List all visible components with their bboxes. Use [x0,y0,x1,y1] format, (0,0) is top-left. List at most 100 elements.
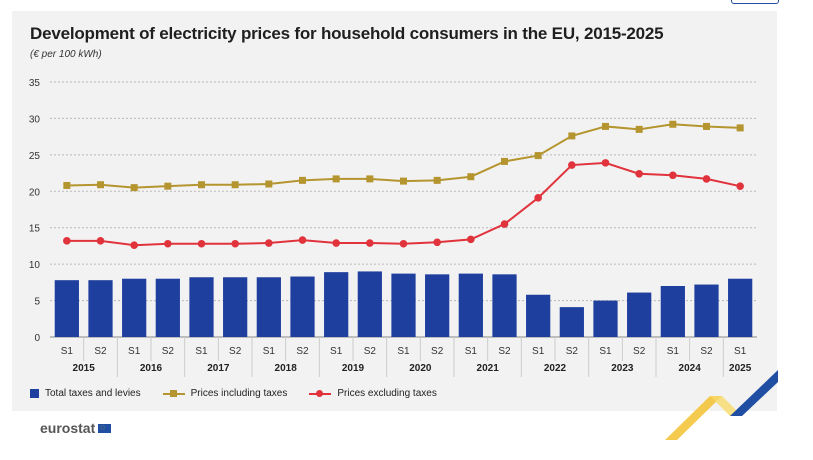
x-tick-label: S1 [465,346,478,357]
x-tick-label: S1 [667,346,680,357]
bar [458,273,483,337]
point [433,238,441,247]
x-tick-label: S2 [700,346,713,357]
y-tick-label: 20 [29,187,41,198]
year-label: 2016 [140,363,163,374]
bar [256,277,281,337]
y-tick-label: 30 [29,114,41,125]
year-label: 2023 [611,363,634,374]
point [332,239,340,247]
chart-panel [12,11,777,411]
point [433,176,441,184]
point [96,237,105,245]
point [500,220,509,228]
legend-label-excl: Prices excluding taxes [337,388,437,399]
point [231,239,239,248]
y-tick-label: 10 [29,260,41,271]
point [164,239,172,248]
x-tick-label: S1 [128,346,141,357]
point [736,182,744,190]
decorative-chevron-graphic [665,370,778,440]
chart-subtitle: (€ per 100 kWh) [30,49,102,60]
year-label: 2015 [73,363,96,374]
bar [290,276,315,337]
point [63,181,71,189]
x-tick-label: S2 [431,346,444,357]
bar [627,292,652,337]
x-tick-label: S2 [566,346,579,357]
chart-title: Development of electricity prices for ho… [30,24,664,43]
x-tick-label: S2 [94,346,107,357]
bar [357,271,382,337]
year-label: 2024 [679,363,702,374]
bar [189,277,214,337]
bar [593,300,618,337]
point [298,236,307,244]
point [568,132,576,140]
legend-item-excl: Prices excluding taxes [309,388,437,399]
logo-text: eurostat [40,420,96,436]
bar [425,274,450,337]
x-tick-label: S1 [734,346,747,357]
point [534,152,542,160]
legend-swatch-excl [309,389,332,398]
year-label: 2019 [342,363,365,374]
top-right-button[interactable] [731,0,779,4]
point [332,175,340,183]
y-tick-label: 5 [34,297,40,308]
x-tick-label: S2 [633,346,646,357]
y-tick-label: 0 [34,333,40,344]
eurostat-logo: eurostat [40,420,112,436]
point [97,181,104,189]
y-tick-label: 25 [29,151,41,162]
year-label: 2025 [729,363,752,374]
chart-legend: Total taxes and levies Prices including … [30,388,437,399]
point [299,176,306,184]
x-tick-label: S2 [229,346,242,357]
point [669,171,677,180]
bar [694,284,719,337]
year-label: 2017 [207,363,230,374]
point [534,194,542,202]
year-label: 2022 [544,363,567,374]
point [399,239,408,248]
point [703,122,710,130]
eu-flag-icon [98,423,112,433]
point [265,180,273,188]
point [736,124,744,132]
year-label: 2021 [477,363,500,374]
legend-item-taxes: Total taxes and levies [30,388,141,399]
y-tick-label: 15 [29,224,41,235]
point [265,239,273,247]
bar [155,278,180,337]
point [130,241,138,249]
x-tick-label: S1 [61,346,74,357]
bar [660,286,685,337]
bar [88,280,113,337]
legend-swatch-bar [30,389,39,398]
legend-label-taxes: Total taxes and levies [45,388,141,399]
x-tick-label: S2 [498,346,511,357]
x-tick-label: S2 [162,346,175,357]
bar [391,273,416,337]
bar [559,307,584,337]
legend-swatch-incl [162,389,185,398]
point [602,122,609,130]
point [568,161,576,169]
x-tick-label: S1 [599,346,612,357]
x-tick-label: S1 [532,346,545,357]
point [164,182,172,190]
point [467,173,475,181]
point [635,125,643,133]
bar [54,280,79,337]
bar [223,277,248,337]
x-tick-label: S2 [296,346,309,357]
point [501,157,508,165]
bar [122,278,147,337]
bar [526,294,551,337]
point [635,170,643,178]
bar [492,274,517,337]
point [702,175,711,183]
x-tick-label: S1 [263,346,276,357]
